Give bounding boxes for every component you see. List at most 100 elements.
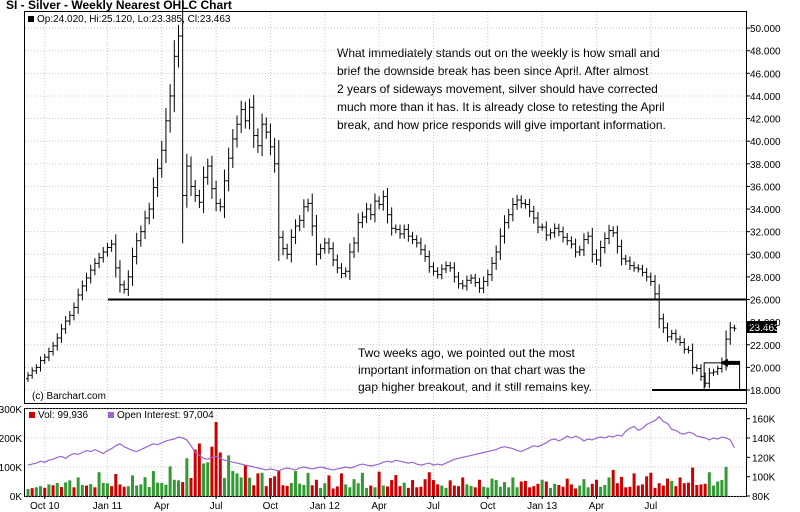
ohlc-bar: [301, 199, 306, 228]
ohlc-bar: [30, 367, 35, 379]
volume-bar: [210, 446, 214, 496]
volume-bar: [540, 479, 544, 496]
volume-bar: [457, 486, 461, 496]
volume-bar: [72, 487, 76, 496]
ohlc-bar: [105, 242, 110, 257]
date-tick-label: Apr: [154, 501, 170, 512]
volume-bar: [252, 485, 256, 496]
ohlc-bar: [318, 243, 323, 260]
volume-bar: [549, 487, 552, 496]
ohlc-bar: [481, 276, 486, 294]
ohlc-bar: [732, 324, 737, 332]
price-tag-box: [747, 321, 777, 333]
ohlc-bar: [235, 115, 239, 148]
volume-bar: [327, 475, 331, 496]
price-tick-label: 22.000: [750, 341, 781, 352]
ohlc-bar: [163, 108, 168, 163]
volume-bar: [164, 484, 168, 496]
ohlc-bar: [155, 158, 160, 198]
price-tick-label: 50.000: [750, 24, 781, 35]
annotation-top: What immediately stands out on the weekl…: [337, 46, 666, 132]
ohlc-bar: [561, 226, 566, 243]
volume-bar: [569, 484, 573, 496]
volume-bar: [649, 472, 653, 496]
ohlc-bar: [682, 338, 687, 354]
ohlc-bar: [314, 214, 319, 266]
volume-bar: [193, 449, 197, 496]
ohlc-bar: [280, 230, 285, 256]
ohlc-bar: [414, 235, 419, 248]
ohlc-bar: [469, 274, 474, 285]
volume-bar: [452, 485, 456, 496]
volume-tick-label: 100K: [0, 463, 22, 474]
volume-bar: [440, 485, 444, 496]
volume-bar: [298, 483, 302, 496]
volume-bar: [402, 482, 406, 496]
volume-bar: [26, 489, 30, 496]
ohlc-bar: [67, 311, 72, 326]
volume-bar: [674, 486, 678, 496]
price-tick-label: 46.000: [750, 69, 781, 80]
ohlc-bar: [590, 227, 595, 263]
ohlc-bar: [46, 347, 51, 362]
ohlc-bar: [607, 224, 612, 245]
ohlc-bar: [276, 140, 281, 262]
volume-bar: [507, 487, 511, 496]
ohlc-bar: [335, 254, 340, 274]
price-tick-label: 44.000: [750, 92, 781, 103]
date-tick-label: Jan 12: [310, 501, 340, 512]
copyright-label: (c) Barchart.com: [32, 391, 106, 402]
volume-bar: [469, 485, 473, 496]
ohlc-bar: [251, 94, 256, 148]
volume-bar: [294, 471, 298, 496]
price-tick-label: 28.000: [750, 273, 781, 284]
volume-bar: [473, 487, 477, 496]
ohlc-bar: [594, 249, 599, 265]
ohlc-bar: [406, 223, 411, 242]
volume-bar: [168, 466, 172, 496]
annotation-top-line: 2 years of sideways movement, silver sho…: [337, 82, 658, 96]
date-tick-label: Oct: [480, 501, 496, 512]
volume-bar: [281, 485, 285, 496]
ohlc-bar: [26, 372, 30, 382]
volume-bar: [206, 462, 210, 496]
ohlc-bar: [535, 211, 540, 234]
volume-bar: [256, 473, 260, 496]
volume-bar: [536, 483, 540, 496]
volume-bar: [615, 483, 619, 496]
volume-bar: [603, 484, 607, 496]
ohlc-bar: [122, 280, 127, 294]
price-tick-label: 40.000: [750, 137, 781, 148]
volume-bar: [578, 485, 582, 496]
ohlc-bar: [38, 356, 43, 372]
ohlc-bar: [63, 316, 68, 334]
ohlc-bar: [347, 243, 352, 280]
volume-bar: [394, 475, 398, 496]
ohlc-bar: [117, 260, 122, 293]
ohlc-bar: [126, 270, 131, 296]
volume-bar: [498, 486, 502, 496]
ohlc-bar: [673, 329, 678, 344]
volume-bar: [176, 480, 180, 496]
date-tick-label: Jan 13: [527, 501, 557, 512]
volume-bar: [331, 488, 335, 496]
ohlc-bar: [623, 254, 628, 265]
volume-bar: [143, 477, 147, 496]
ohlc-bar: [268, 123, 273, 156]
ohlc-bar: [498, 228, 503, 260]
price-tick-label: 34.000: [750, 205, 781, 216]
volume-axis: 0K 100K 200K 300K: [0, 405, 22, 503]
volume-bar: [411, 480, 415, 496]
ohlc-bar: [711, 368, 716, 377]
volume-bar: [30, 488, 34, 496]
volume-bar: [724, 467, 728, 496]
ohlc-bar: [661, 313, 666, 333]
volume-bar: [436, 484, 440, 496]
volume-bar: [110, 486, 114, 496]
volume-bar: [553, 483, 557, 496]
date-axis: Oct 10 Jan 11 Apr Jul Oct Jan 12 Apr Jul Oct Jan …: [30, 496, 657, 512]
ohlc-bar: [172, 40, 177, 113]
ohlc-bar: [439, 264, 444, 280]
volume-bar: [356, 483, 360, 496]
